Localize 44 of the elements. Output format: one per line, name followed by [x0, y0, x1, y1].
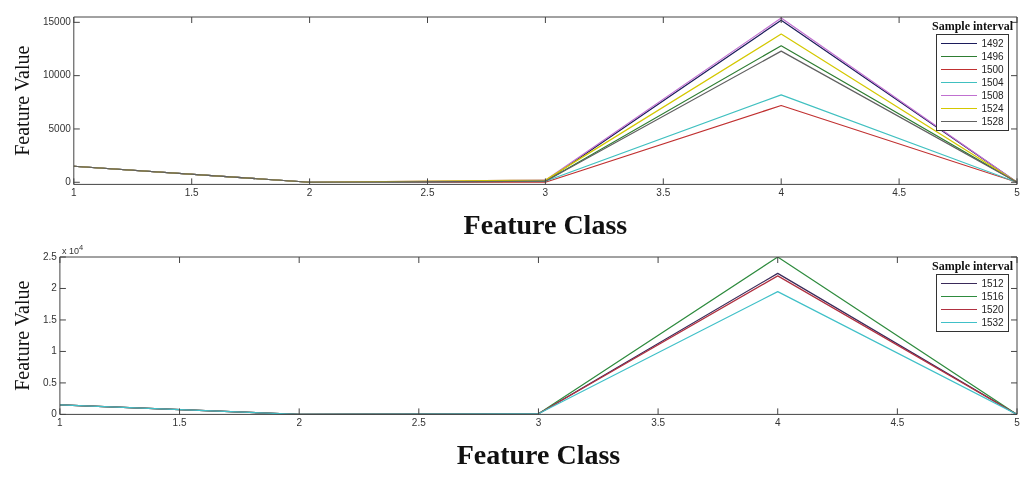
x-tick-label: 3 — [542, 187, 549, 199]
x-axis-title: Feature Class — [463, 209, 628, 241]
x-tick-label: 2 — [306, 187, 313, 199]
x-tick-label: 2 — [296, 417, 303, 429]
text: x 10$^{4}$ — [61, 243, 84, 256]
legend-title: Sample interval — [932, 259, 1013, 274]
y-tick-label: 2.5 — [43, 250, 58, 262]
legend-label: 1496 — [981, 51, 1004, 62]
legend-label: 1504 — [981, 77, 1004, 88]
legend-label: 1524 — [981, 103, 1004, 114]
y-tick-label: 10000 — [43, 69, 72, 81]
y-tick-label: 0 — [65, 176, 72, 188]
x-tick-label: 4 — [778, 187, 785, 199]
x-tick-label: 4 — [774, 417, 781, 429]
y-axis-title: Feature Value — [11, 280, 34, 391]
x-tick-label: 4.5 — [892, 187, 907, 199]
legend-label: 1500 — [981, 64, 1004, 75]
x-tick-label: 5 — [1014, 417, 1021, 429]
y-tick-label: 0.5 — [43, 376, 58, 388]
legend-label: 1520 — [981, 304, 1004, 315]
x-tick-label: 2.5 — [411, 417, 427, 429]
legend-label: 1528 — [981, 116, 1004, 127]
y-tick-label: 1.5 — [43, 313, 58, 325]
x-tick-label: 1.5 — [172, 417, 187, 429]
y-axis-title: Feature Value — [11, 45, 34, 156]
y-tick-label: 5000 — [48, 122, 72, 134]
x-tick-label: 3.5 — [651, 417, 666, 429]
y-tick-label: 1 — [51, 345, 58, 357]
x-tick-label: 3 — [535, 417, 542, 429]
y-tick-label: 15000 — [43, 16, 72, 28]
x-tick-label: 3.5 — [656, 187, 671, 199]
x-tick-label: 2.5 — [420, 187, 435, 199]
legend-label: 1508 — [981, 90, 1004, 101]
y-tick-label: 2 — [51, 282, 58, 294]
x-axis-title: Feature Class — [456, 439, 621, 471]
x-tick-label: 4.5 — [890, 417, 905, 429]
x-tick-label: 1.5 — [184, 187, 200, 199]
legend-label: 1512 — [981, 278, 1004, 289]
x-tick-label: 5 — [1014, 187, 1021, 199]
y-tick-label: 0 — [51, 408, 58, 420]
legend-label: 1532 — [981, 317, 1004, 328]
legend-label: 1516 — [981, 291, 1004, 302]
legend-label: 1492 — [981, 38, 1004, 49]
legend-title: Sample interval — [932, 19, 1013, 34]
